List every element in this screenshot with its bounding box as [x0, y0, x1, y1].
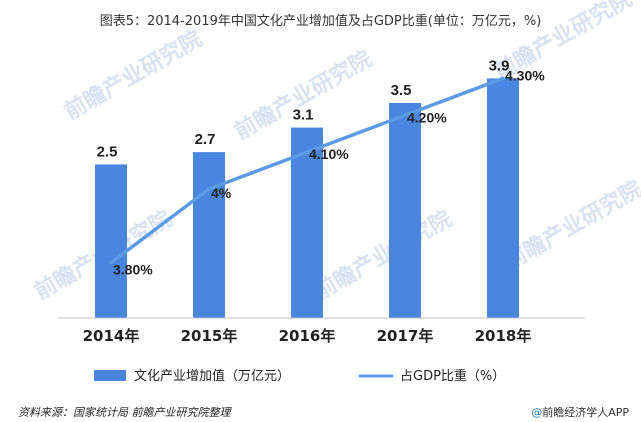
line-value-label-1: 4% [211, 185, 232, 201]
x-tick-label-3: 2017年 [377, 327, 434, 345]
watermark-1: 前瞻产业研究院 [60, 26, 206, 126]
line-value-label-2: 4.10% [309, 146, 349, 162]
bar-2 [291, 127, 323, 318]
line-point-2 [305, 150, 309, 154]
legend: 文化产业增加值（万亿元） 占GDP比重（%） [94, 368, 505, 384]
bar-0 [95, 164, 127, 318]
line-series: 3.80% 4% 4.10% 4.20% 4.30% [109, 67, 545, 278]
watermark-5: 前瞻产业研究院 [310, 206, 456, 306]
line-value-label-3: 4.20% [407, 109, 447, 125]
bar-value-label-1: 2.7 [195, 131, 216, 148]
bar-value-label-0: 2.5 [97, 143, 118, 160]
x-tick-label-0: 2014年 [83, 327, 140, 345]
x-tick-labels: 2014年 2015年 2016年 2017年 2018年 [83, 327, 532, 345]
x-tick-label-4: 2018年 [475, 327, 532, 345]
bar-value-label-4: 3.9 [489, 57, 510, 74]
legend-bar-swatch [94, 370, 126, 381]
bar-value-label-3: 3.5 [391, 82, 412, 99]
x-tick-label-1: 2015年 [181, 327, 238, 345]
brand-name: 前瞻经济学人APP [542, 406, 629, 419]
at-icon: @ [531, 406, 543, 419]
line-point-3 [403, 113, 407, 117]
legend-bar-label: 文化产业增加值（万亿元） [134, 368, 290, 384]
bar-value-label-2: 3.1 [293, 107, 314, 124]
watermark-6: 前瞻产业研究院 [500, 176, 641, 276]
bar-3 [389, 103, 421, 318]
bar-1 [193, 152, 225, 318]
legend-line-label: 占GDP比重（%） [400, 368, 505, 384]
line-point-0 [109, 261, 113, 265]
source-note: 资料来源：国家统计局 前瞻产业研究院整理 [18, 406, 231, 419]
line-value-label-0: 3.80% [113, 262, 153, 278]
line-point-1 [207, 187, 211, 191]
x-tick-label-2: 2016年 [279, 327, 336, 345]
line-value-label-4: 4.30% [505, 67, 545, 83]
brand-credit: @前瞻经济学人APP [531, 404, 629, 420]
line-point-4 [501, 76, 505, 80]
bar-series: 2.5 2.7 3.1 3.5 3.9 [95, 57, 519, 318]
bar-4 [487, 78, 519, 318]
chart-title: 图表5：2014-2019年中国文化产业增加值及占GDP比重(单位：万亿元，%) [99, 14, 542, 29]
